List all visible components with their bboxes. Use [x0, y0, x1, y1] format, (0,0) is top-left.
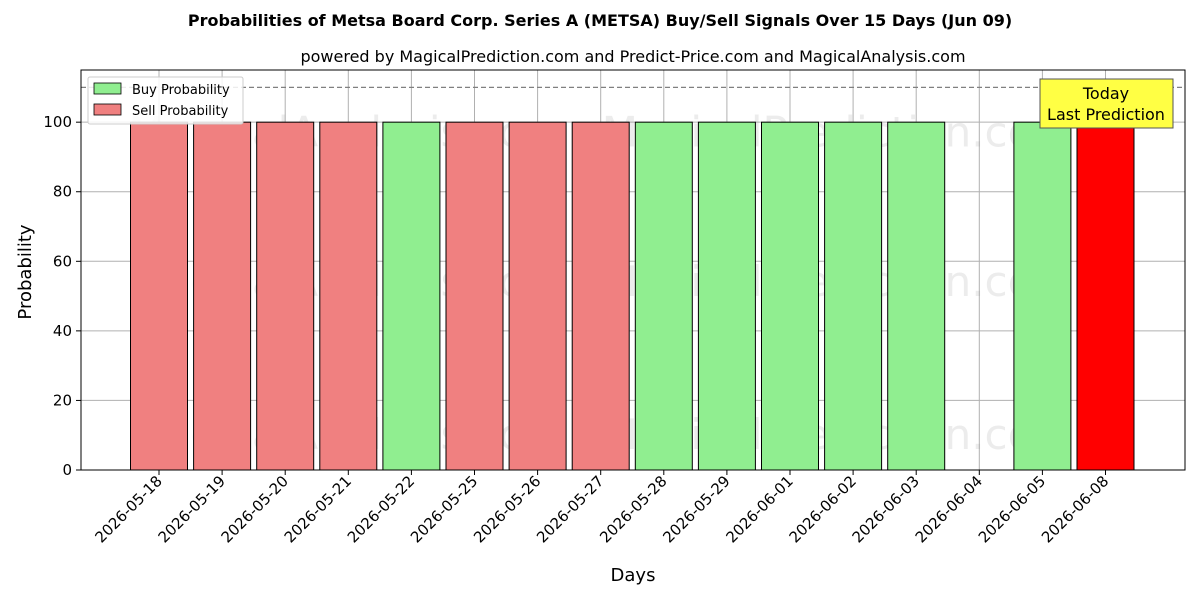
x-tick-label: 2026-05-29 [659, 472, 733, 546]
bar-sell-2026-05-20 [256, 121, 315, 471]
y-tick-label: 80 [53, 183, 72, 201]
x-tick-label: 2026-06-01 [722, 472, 796, 546]
chart-subtitle: powered by MagicalPrediction.com and Pre… [300, 47, 965, 66]
legend-swatch-sell [93, 103, 122, 116]
x-tick-label: 2026-05-27 [533, 472, 607, 546]
bar-buy-2026-06-03 [887, 121, 946, 471]
y-tick-label: 20 [53, 391, 72, 409]
bar-buy-2026-05-28 [634, 121, 693, 471]
plot-frame [80, 69, 1186, 471]
bars [130, 121, 1135, 471]
x-tick-label: 2026-06-08 [1038, 472, 1112, 546]
legend-label-sell: Sell Probability [132, 104, 229, 119]
x-tick-label: 2026-06-05 [975, 472, 1049, 546]
bar-sell-2026-05-27 [571, 121, 630, 471]
legend-swatch-buy [93, 82, 122, 95]
x-tick-label: 2026-05-22 [344, 472, 418, 546]
y-tick-label: 60 [53, 252, 72, 270]
x-tick-label: 2026-05-18 [91, 472, 165, 546]
x-tick-label: 2026-05-20 [218, 472, 292, 546]
y-tick-label: 0 [62, 461, 72, 479]
bar-buy-2026-05-22 [382, 121, 441, 471]
x-tick-label: 2026-06-02 [786, 472, 860, 546]
bar-sell-2026-06-08 [1076, 121, 1135, 471]
today-annotation: Today Last Prediction [1039, 78, 1174, 129]
x-tick-label: 2026-06-04 [912, 472, 986, 546]
bar-buy-2026-06-01 [761, 121, 819, 471]
bar-sell-2026-05-26 [508, 121, 567, 471]
x-tick-label: 2026-05-19 [155, 472, 229, 546]
legend: Buy Probability Sell Probability [87, 76, 244, 125]
x-axis-label: Days [611, 565, 656, 586]
y-axis-label: Probability [15, 224, 36, 319]
y-axis: 0 20 40 60 80 100 [43, 113, 81, 479]
y-tick-label: 40 [53, 322, 72, 340]
x-tick-label: 2026-05-21 [281, 472, 355, 546]
bar-sell-2026-05-25 [445, 121, 504, 471]
x-axis: 2026-05-182026-05-192026-05-202026-05-21… [91, 470, 1112, 546]
y-tick-label: 100 [43, 113, 72, 131]
x-tick-label: 2026-05-25 [407, 472, 481, 546]
legend-frame [87, 76, 244, 125]
bar-buy-2026-06-05 [1013, 121, 1072, 471]
chart-title: Probabilities of Metsa Board Corp. Serie… [188, 11, 1012, 30]
bar-sell-2026-05-19 [193, 121, 252, 471]
legend-label-buy: Buy Probability [132, 83, 230, 98]
bar-buy-2026-05-29 [697, 121, 756, 471]
x-tick-label: 2026-05-28 [596, 472, 670, 546]
x-tick-label: 2026-06-03 [849, 472, 923, 546]
annotation-line2: Last Prediction [1047, 105, 1165, 124]
annotation-line1: Today [1082, 84, 1129, 103]
x-tick-label: 2026-05-26 [470, 472, 544, 546]
bar-sell-2026-05-21 [319, 121, 378, 471]
bar-buy-2026-06-02 [824, 121, 883, 471]
annotation-box [1039, 78, 1174, 129]
bar-sell-2026-05-18 [130, 121, 188, 471]
